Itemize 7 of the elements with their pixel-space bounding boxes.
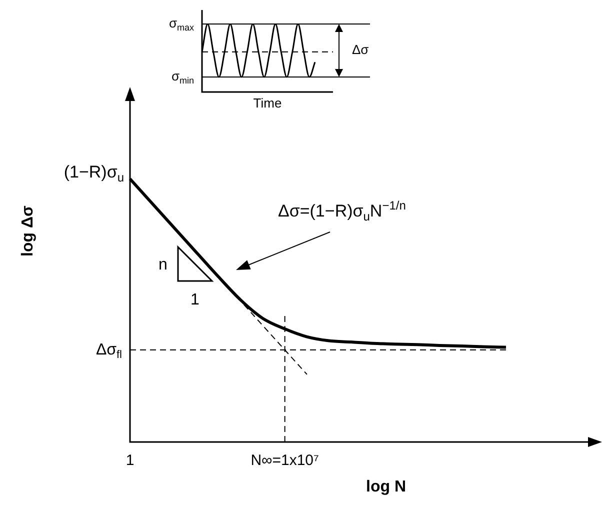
- x-tick-label: N∞=1x10⁷: [250, 452, 319, 470]
- x-axis-title: log N: [366, 478, 406, 496]
- annotation: n: [158, 256, 168, 274]
- y-axis-title: log Δσ: [19, 206, 36, 256]
- annotation: 1: [190, 291, 200, 308]
- text: Δσ: [352, 42, 369, 58]
- x-axis-title: Time: [253, 96, 282, 111]
